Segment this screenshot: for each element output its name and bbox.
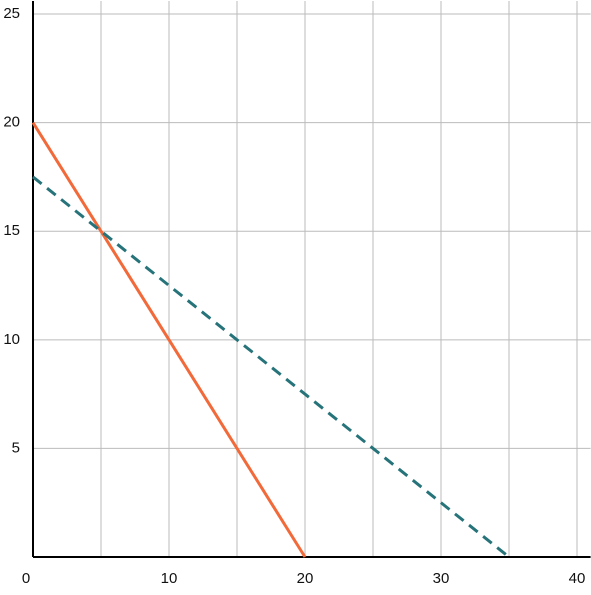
line (32, 175, 510, 559)
x-tick-label: 40 (569, 570, 586, 587)
y-tick-label: 15 (3, 222, 20, 239)
y-tick-label: 5 (12, 439, 20, 456)
x-tick-label: 0 (22, 570, 30, 587)
x-tick-label: 30 (433, 570, 450, 587)
x-tick-label: 20 (297, 570, 314, 587)
y-tick-label: 25 (3, 5, 20, 22)
line (31, 121, 307, 558)
y-tick-label: 10 (3, 331, 20, 348)
x-tick-label: 10 (161, 570, 178, 587)
y-tick-label: 20 (3, 114, 20, 131)
